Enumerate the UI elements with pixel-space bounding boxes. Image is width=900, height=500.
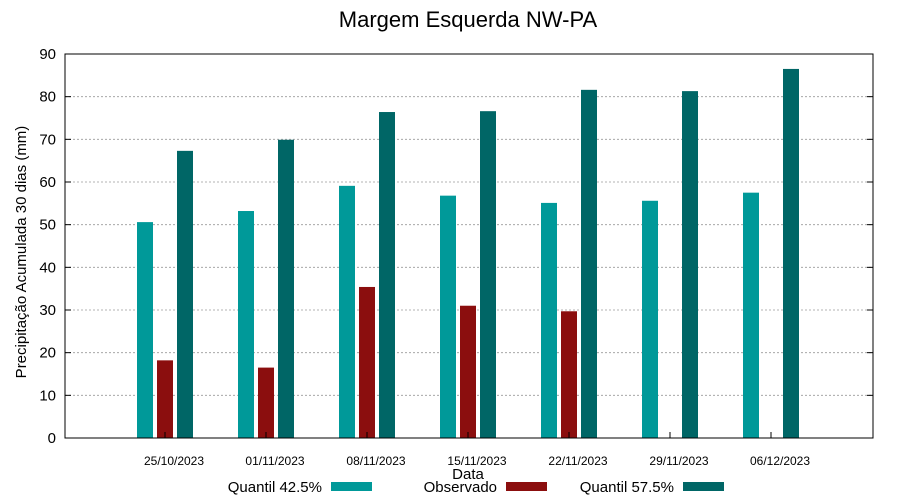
x-tick-label: 25/10/2023 (144, 454, 204, 468)
legend-swatch (506, 482, 547, 491)
x-tick-label: 06/12/2023 (750, 454, 810, 468)
bar-quantil-57-5 (581, 89, 597, 438)
bar-quantil-42-5 (238, 211, 254, 438)
y-tick-label: 30 (39, 302, 56, 319)
bars (137, 68, 799, 439)
bar-quantil-42-5 (642, 200, 658, 438)
bar-observado (460, 305, 476, 438)
plot-frame (64, 53, 874, 439)
x-axis-label: Data (452, 466, 484, 483)
y-tick-label: 90 (39, 46, 56, 63)
legend-label: Observado (424, 479, 497, 496)
bar-observado (359, 286, 375, 438)
y-axis-label: Precipitação Acumulada 30 dias (mm) (13, 126, 30, 379)
y-tick-label: 40 (39, 259, 56, 276)
x-tick-label: 08/11/2023 (346, 454, 405, 468)
bar-quantil-57-5 (177, 150, 193, 438)
legend-swatch (683, 482, 724, 491)
bar-quantil-42-5 (541, 202, 557, 438)
x-tick-label: 01/11/2023 (245, 454, 304, 468)
bar-observado (157, 360, 173, 438)
y-tick-label: 20 (39, 345, 56, 362)
x-axis-ticks: 25/10/2023 01/11/2023 08/11/2023 15/11/2023… (144, 432, 810, 468)
x-tick-label: 22/11/2023 (548, 454, 607, 468)
bar-quantil-57-5 (783, 68, 799, 438)
legend-swatch (331, 482, 372, 491)
y-tick-label: 10 (39, 387, 56, 404)
y-tick-label: 50 (39, 217, 56, 234)
bar-quantil-42-5 (440, 195, 456, 438)
x-tick-label: 15/11/2023 (447, 454, 506, 468)
bar-quantil-57-5 (682, 91, 698, 439)
bar-quantil-42-5 (339, 185, 355, 438)
bar-observado (258, 367, 274, 438)
y-tick-label: 0 (48, 430, 56, 447)
x-tick-label: 29/11/2023 (649, 454, 708, 468)
legend-label: Quantil 42.5% (228, 479, 322, 496)
y-tick-label: 70 (39, 131, 56, 148)
bar-quantil-57-5 (278, 139, 294, 438)
legend: Quantil 42.5% Observado Quantil 57.5% (228, 479, 724, 496)
y-tick-label: 60 (39, 174, 56, 191)
bar-observado (561, 311, 577, 438)
bar-quantil-42-5 (743, 192, 759, 438)
y-tick-label: 80 (39, 89, 56, 106)
bar-quantil-57-5 (379, 112, 395, 438)
y-axis-ticks: 0 10 20 30 40 50 60 70 80 90 (39, 46, 873, 447)
bar-quantil-42-5 (137, 222, 153, 438)
legend-label: Quantil 57.5% (580, 479, 674, 496)
chart-title: Margem Esquerda NW-PA (339, 7, 598, 32)
bar-quantil-57-5 (480, 111, 496, 438)
